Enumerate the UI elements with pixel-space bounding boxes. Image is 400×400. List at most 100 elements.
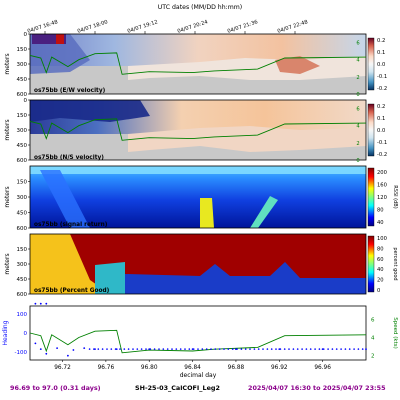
heading-point	[335, 348, 338, 350]
heading-point	[327, 348, 329, 350]
heading-point	[270, 348, 273, 350]
heading-point	[314, 348, 316, 350]
footer-time-range: 2025/04/07 16:30 to 2025/04/07 23:55	[248, 384, 386, 392]
heading-point	[166, 348, 169, 350]
right-tick-label: 0	[356, 158, 359, 164]
y-tick-label: 450	[17, 211, 28, 217]
ew-ylabel: meters	[4, 53, 11, 74]
heading-point	[175, 348, 178, 350]
panel-ns-velocity: os75bb (N/S velocity) meters 0 150 300 450 6…	[4, 98, 387, 164]
x-tick-label: 96.96	[314, 365, 331, 371]
left-tick-label: -100	[15, 350, 28, 356]
heading-point	[56, 347, 58, 349]
pg-bottom-mid	[125, 262, 366, 294]
rssi-colorbar-label: RSSI (dB)	[392, 185, 398, 208]
colorbar-tick-label: 0.1	[377, 50, 385, 56]
heading-point	[97, 348, 100, 350]
colorbar-tick-label: -0.1	[377, 140, 387, 146]
heading-point	[266, 348, 269, 350]
y-tick-label: 150	[17, 180, 28, 186]
heading-point	[106, 348, 108, 350]
y-tick-label: 0	[24, 98, 28, 104]
pg-y-ticks: 150 300 450 600	[17, 247, 30, 298]
ns-ship-speed-line	[29, 118, 367, 141]
heading-point	[231, 348, 234, 350]
right-tick-label: 2	[356, 75, 359, 81]
rssi-bottom-echo	[200, 198, 214, 228]
ew-red-patch	[275, 56, 320, 74]
pg-shallow-zone	[30, 234, 110, 294]
heading-point	[145, 348, 147, 350]
y-tick-label: 0	[24, 32, 28, 38]
panel-ew-velocity: os75bb (E/W velocity) meters 0 150 300 450 6…	[4, 32, 387, 98]
hs-frame	[29, 305, 367, 361]
top-axis-ticks: 04/07 16:48 04/07 18:00 04/07 19:12 04/07 2…	[27, 19, 309, 35]
pg-colorbar-label: percent good	[392, 247, 398, 280]
right-tick-label: 6	[356, 107, 359, 113]
x-tick-label: 96.76	[98, 365, 115, 371]
y-tick-label: 150	[17, 247, 28, 253]
x-tick-label: 96.84	[184, 365, 201, 371]
heading-point	[288, 348, 290, 350]
heading-point	[357, 348, 360, 350]
heading-point	[283, 348, 286, 350]
heading-point	[119, 348, 121, 350]
colorbar-tick-label: 0.2	[377, 104, 385, 110]
ew-surface-marks	[32, 34, 66, 44]
ns-right-axis: 6 4 2 0	[356, 107, 360, 164]
rssi-colorbar-ticks: 200 160 120 80 40	[377, 170, 387, 226]
colorbar-tick-label: 20	[377, 278, 384, 284]
heading-point	[140, 348, 143, 350]
y-tick-label: 450	[17, 77, 28, 83]
x-tick-label: 96.72	[54, 365, 71, 371]
colorbar-tick-label: 60	[377, 257, 384, 263]
heading-point	[149, 348, 152, 350]
colorbar-tick-label: 0	[377, 288, 380, 294]
colorbar-tick-label: 120	[377, 195, 387, 201]
heading-point	[179, 348, 182, 350]
panel-percent-good: os75bb (Percent Good) meters 150 300 450 60…	[4, 233, 398, 298]
heading-point	[340, 348, 342, 350]
y-tick-label: 600	[17, 92, 28, 98]
ew-colorbar-ticks: 0.2 0.1 0.0 -0.1 -0.2	[377, 38, 387, 92]
ns-y-ticks: 0 150 300 450 600	[17, 98, 30, 164]
hs-heading-dots	[34, 302, 367, 357]
footer-cruise: SH-25-03_CalCOFI_Leg2	[135, 384, 220, 392]
left-tick-label: 0	[24, 331, 28, 337]
heading-point	[34, 342, 37, 345]
heading-point	[197, 348, 199, 350]
heading-point	[322, 348, 325, 350]
heading-point	[132, 348, 134, 350]
heading-point	[93, 348, 95, 350]
heading-point	[279, 348, 282, 350]
heading-point	[158, 348, 160, 350]
pg-ylabel: meters	[4, 253, 11, 274]
pg-colorbar-ticks: 100 80 60 40 20 0	[377, 236, 387, 294]
right-tick-label: 6	[356, 41, 359, 47]
heading-point	[127, 348, 130, 350]
y-tick-label: 600	[17, 292, 28, 298]
ns-panel-label: os75bb (N/S velocity)	[34, 155, 104, 161]
colorbar-tick-label: 0.2	[377, 38, 385, 44]
ew-right-axis: 6 4 2 0	[356, 41, 360, 98]
top-tick-label: 04/07 20:24	[177, 19, 210, 35]
heading-point	[305, 348, 308, 350]
colorbar-tick-label: 80	[377, 208, 384, 214]
heading-point	[34, 302, 37, 305]
y-tick-label: 150	[17, 47, 28, 53]
heading-point	[67, 354, 69, 357]
heading-point	[253, 348, 256, 350]
rssi-colorbar	[367, 167, 375, 227]
heading-point	[39, 302, 42, 305]
y-tick-label: 450	[17, 277, 28, 283]
hs-xlabel: decimal day	[180, 372, 217, 379]
ns-ylabel: meters	[4, 119, 11, 140]
heading-point	[348, 348, 351, 350]
heading-point	[45, 302, 48, 305]
heading-point	[275, 348, 277, 350]
heading-point	[214, 348, 217, 350]
right-tick-label: 2	[371, 354, 375, 360]
y-tick-label: 300	[17, 262, 28, 268]
hs-left-axis: 100 0 -100	[15, 312, 28, 356]
